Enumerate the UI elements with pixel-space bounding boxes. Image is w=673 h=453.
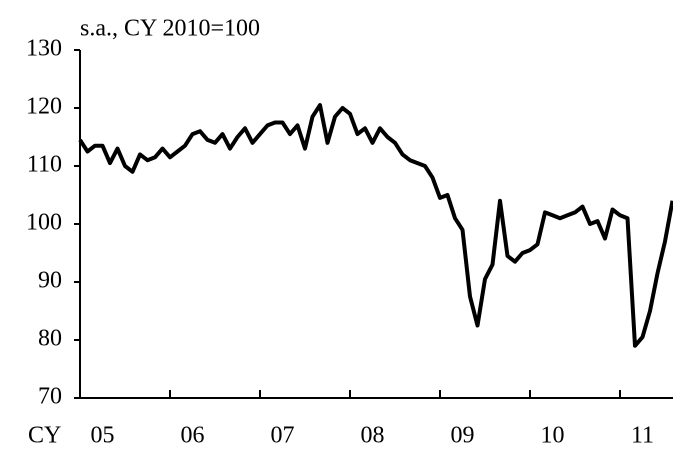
y-tick-label: 120: [26, 94, 62, 120]
x-tick-label: 08: [361, 423, 385, 449]
x-tick-label: 07: [271, 423, 295, 449]
x-tick-label: 06: [181, 423, 205, 449]
x-tick-label: 05: [91, 423, 115, 449]
subtitle: s.a., CY 2010=100: [80, 16, 260, 42]
x-tick-label: 09: [451, 423, 475, 449]
y-tick-label: 110: [27, 152, 62, 178]
y-tick-label: 80: [38, 326, 62, 352]
y-tick-label: 130: [26, 36, 62, 62]
x-axis-label: CY: [28, 423, 61, 449]
y-tick-label: 100: [26, 210, 62, 236]
x-tick-label: 11: [631, 423, 654, 449]
data-line: [78, 103, 673, 348]
y-tick-label: 90: [38, 268, 62, 294]
x-tick-label: 10: [541, 423, 565, 449]
y-tick-label: 70: [38, 384, 62, 410]
